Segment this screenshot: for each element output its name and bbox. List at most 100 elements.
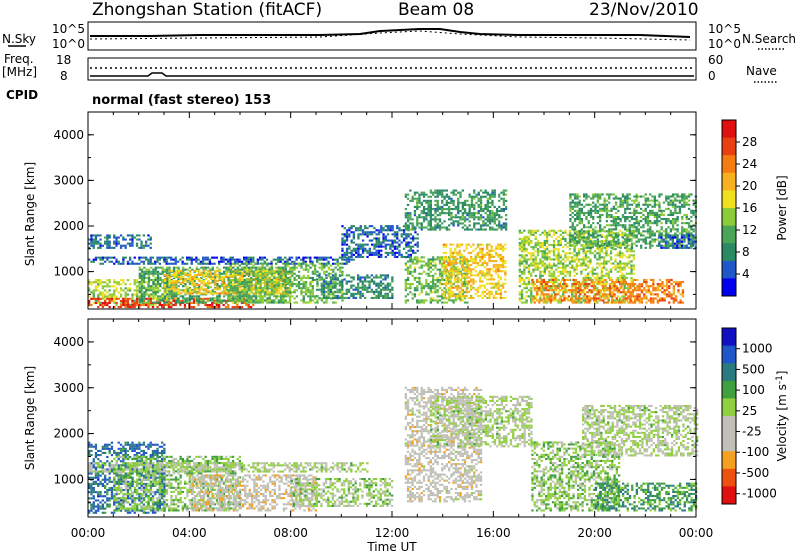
power-cell <box>412 246 414 248</box>
power-cell <box>323 302 325 304</box>
power-cell <box>252 271 254 273</box>
power-cell <box>343 278 345 280</box>
power-cell <box>497 266 499 268</box>
power-cell <box>488 297 490 299</box>
power-cell <box>355 250 357 252</box>
power-cell <box>278 292 280 294</box>
power-cell <box>330 283 332 285</box>
power-cell <box>289 271 291 273</box>
power-cell <box>264 257 266 259</box>
power-cell <box>201 274 203 276</box>
power-cell <box>348 252 350 254</box>
power-cell <box>592 267 594 269</box>
power-cell <box>475 262 477 264</box>
power-cell <box>113 289 115 291</box>
power-cell <box>523 297 525 299</box>
power-cell <box>339 269 341 271</box>
power-cell <box>271 299 273 301</box>
power-cell <box>173 293 175 295</box>
power-cell <box>113 294 115 296</box>
power-cell <box>530 265 532 267</box>
power-cell <box>439 227 441 229</box>
power-cell <box>122 304 124 306</box>
power-cell <box>227 289 229 291</box>
power-cell <box>530 254 532 256</box>
power-cell <box>156 259 158 261</box>
power-cell <box>479 250 481 252</box>
power-cell <box>152 273 154 275</box>
power-cell <box>353 231 355 233</box>
power-cell <box>259 281 261 283</box>
power-cell <box>521 240 523 242</box>
power-cell <box>218 263 220 265</box>
power-cell <box>526 299 528 301</box>
power-cell <box>136 281 138 283</box>
power-cell <box>350 281 352 283</box>
power-cell <box>418 277 420 279</box>
power-cell <box>380 283 382 285</box>
power-cell <box>523 279 525 281</box>
power-cell <box>546 252 548 254</box>
power-cell <box>548 230 550 232</box>
power-cell <box>500 210 502 212</box>
power-cell <box>348 291 350 293</box>
power-cell <box>278 269 280 271</box>
power-cell <box>228 281 230 283</box>
power-cell <box>282 283 284 285</box>
power-cell <box>173 290 175 292</box>
power-cell <box>495 297 497 299</box>
power-cell <box>278 302 280 304</box>
power-cell <box>443 258 445 260</box>
power-cell <box>450 262 452 264</box>
power-cell <box>521 295 523 297</box>
power-cell <box>473 214 475 216</box>
power-cell <box>175 302 177 304</box>
power-cell <box>457 204 459 206</box>
power-cell <box>468 244 470 246</box>
power-cell <box>252 273 254 275</box>
power-cell <box>500 291 502 293</box>
power-cell <box>479 287 481 289</box>
power-cell <box>414 198 416 200</box>
power-cell <box>394 252 396 254</box>
power-cell <box>314 302 316 304</box>
power-cell <box>592 252 594 254</box>
power-cell <box>168 267 170 269</box>
power-cell <box>131 261 133 263</box>
power-cell <box>330 285 332 287</box>
power-cell <box>344 256 346 258</box>
power-cell <box>156 257 158 259</box>
power-cell <box>503 190 505 192</box>
power-cell <box>198 295 200 297</box>
power-cell <box>118 306 120 308</box>
power-cell <box>316 259 318 261</box>
power-cell <box>396 227 398 229</box>
power-cell <box>466 260 468 262</box>
power-cell <box>239 283 241 285</box>
power-cell <box>480 224 482 226</box>
power-cell <box>502 264 504 266</box>
power-cell <box>294 267 296 269</box>
power-cell <box>113 257 115 259</box>
power-cell <box>330 273 332 275</box>
power-cell <box>250 283 252 285</box>
power-cell <box>309 285 311 287</box>
power-cell <box>225 287 227 289</box>
power-cell <box>382 297 384 299</box>
power-cell <box>245 259 247 261</box>
power-cell <box>375 285 377 287</box>
power-cell <box>495 248 497 250</box>
power-cell <box>140 245 142 247</box>
power-cell <box>214 282 216 284</box>
power-cell <box>544 267 546 269</box>
power-cell <box>497 276 499 278</box>
power-cell <box>95 279 97 281</box>
power-cell <box>485 212 487 214</box>
power-cell <box>583 295 585 297</box>
power-cell <box>307 269 309 271</box>
power-cell <box>255 289 257 291</box>
power-cell <box>481 274 483 276</box>
power-cell <box>115 239 117 241</box>
power-cell <box>437 202 439 204</box>
power-cell <box>407 194 409 196</box>
